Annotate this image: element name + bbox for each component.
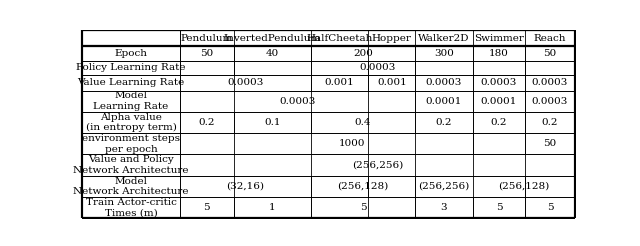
Text: 50: 50 — [543, 139, 557, 148]
Text: 0.0001: 0.0001 — [481, 97, 517, 106]
Text: InvertedPendulum: InvertedPendulum — [224, 34, 321, 43]
Bar — [310, 176, 415, 197]
Text: environment steps
per epoch: environment steps per epoch — [82, 134, 180, 154]
Bar — [180, 176, 310, 197]
Text: (32,16): (32,16) — [226, 182, 264, 191]
Text: Pendulum: Pendulum — [180, 34, 233, 43]
Text: 50: 50 — [200, 49, 214, 58]
Text: 5: 5 — [204, 203, 210, 212]
Bar — [473, 176, 575, 197]
Text: 300: 300 — [434, 49, 454, 58]
Text: 3: 3 — [441, 203, 447, 212]
Bar — [310, 46, 415, 61]
Text: Epoch: Epoch — [115, 49, 148, 58]
Text: HalfCheetah: HalfCheetah — [307, 34, 372, 43]
Text: 0.001: 0.001 — [324, 78, 355, 87]
Text: 0.4: 0.4 — [355, 118, 371, 127]
Bar — [180, 75, 310, 91]
Text: (256,256): (256,256) — [352, 161, 403, 169]
Bar — [310, 197, 415, 218]
Text: Swimmer: Swimmer — [474, 34, 524, 43]
Text: 5: 5 — [495, 203, 502, 212]
Text: 0.2: 0.2 — [542, 118, 558, 127]
Text: 0.1: 0.1 — [264, 118, 280, 127]
Text: Reach: Reach — [534, 34, 566, 43]
Text: 0.0001: 0.0001 — [426, 97, 462, 106]
Text: 0.0003: 0.0003 — [481, 78, 517, 87]
Text: 200: 200 — [353, 49, 373, 58]
Text: 0.2: 0.2 — [436, 118, 452, 127]
Text: 0.0003: 0.0003 — [532, 78, 568, 87]
Text: 5: 5 — [360, 203, 366, 212]
Text: (256,256): (256,256) — [419, 182, 470, 191]
Text: 0.2: 0.2 — [198, 118, 215, 127]
Bar — [180, 91, 415, 112]
Text: Walker2D: Walker2D — [418, 34, 470, 43]
Text: Alpha value
(in entropy term): Alpha value (in entropy term) — [86, 113, 177, 132]
Text: 5: 5 — [547, 203, 554, 212]
Bar — [180, 133, 525, 154]
Text: Value and Policy
Network Architecture: Value and Policy Network Architecture — [74, 155, 189, 175]
Text: 0.2: 0.2 — [491, 118, 507, 127]
Text: Model
Network Architecture: Model Network Architecture — [74, 177, 189, 196]
Text: (256,128): (256,128) — [337, 182, 388, 191]
Text: 180: 180 — [489, 49, 509, 58]
Bar — [310, 112, 415, 133]
Text: 0.0003: 0.0003 — [359, 63, 396, 72]
Text: Model
Learning Rate: Model Learning Rate — [93, 92, 169, 111]
Text: 0.0003: 0.0003 — [426, 78, 462, 87]
Text: Hopper: Hopper — [372, 34, 412, 43]
Text: Policy Learning Rate: Policy Learning Rate — [76, 63, 186, 72]
Bar — [180, 154, 575, 176]
Bar — [180, 61, 575, 75]
Text: Train Actor-critic
Times (m): Train Actor-critic Times (m) — [86, 198, 177, 217]
Text: 0.0003: 0.0003 — [227, 78, 264, 87]
Text: 0.0003: 0.0003 — [279, 97, 316, 106]
Text: 0.0003: 0.0003 — [532, 97, 568, 106]
Text: 50: 50 — [543, 49, 557, 58]
Text: (256,128): (256,128) — [499, 182, 550, 191]
Text: 1000: 1000 — [339, 139, 365, 148]
Text: Value Learning Rate: Value Learning Rate — [77, 78, 185, 87]
Text: 1: 1 — [269, 203, 276, 212]
Text: 40: 40 — [266, 49, 279, 58]
Text: 0.001: 0.001 — [377, 78, 406, 87]
